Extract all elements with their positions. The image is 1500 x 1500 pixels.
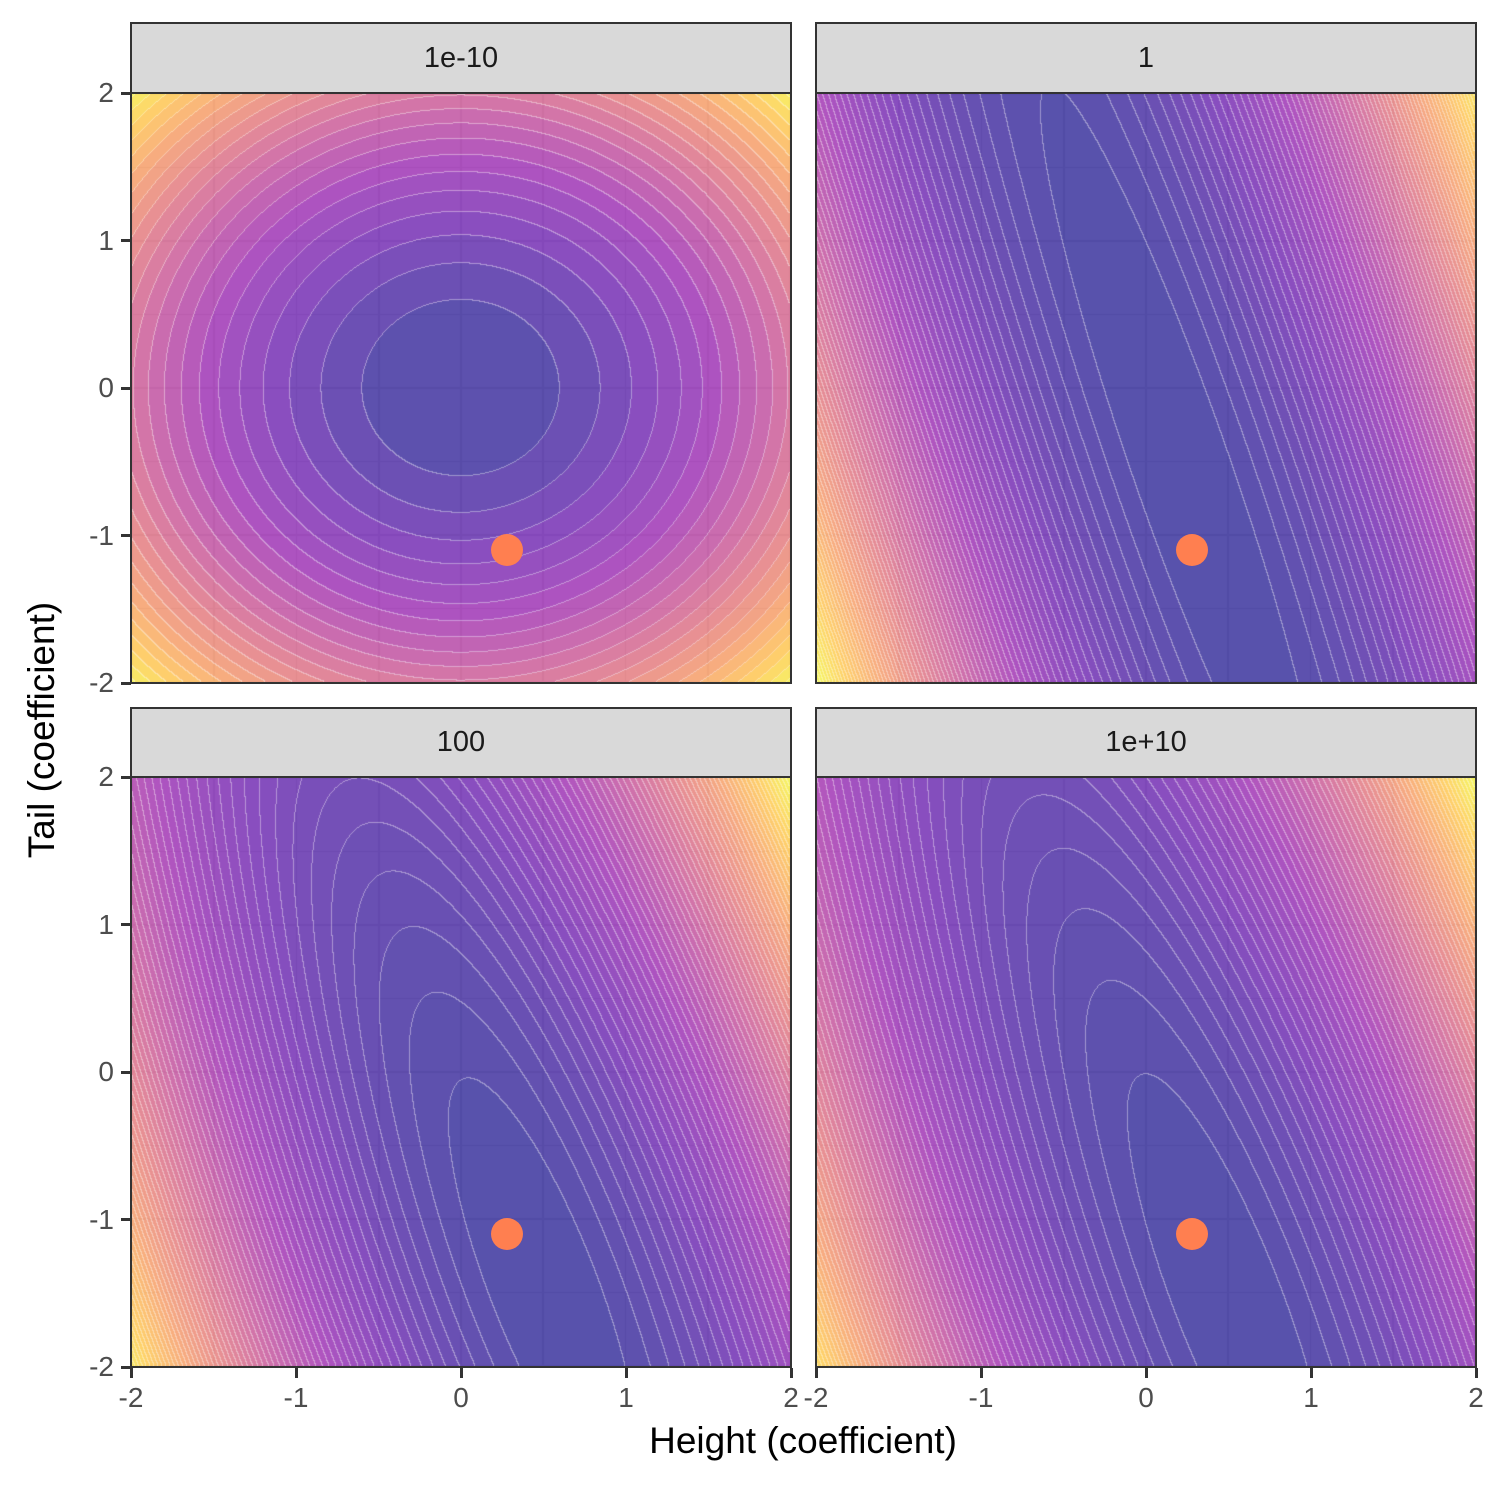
y-tick bbox=[121, 534, 131, 537]
estimate-point bbox=[491, 1217, 524, 1250]
x-tick-label: -2 bbox=[803, 1382, 829, 1413]
x-tick-label: -1 bbox=[968, 1382, 994, 1413]
y-axis-label: Tail (coefficient) bbox=[21, 601, 62, 859]
x-tick bbox=[789, 1368, 793, 1378]
contour-panel-4 bbox=[815, 776, 1477, 1368]
x-tick bbox=[1144, 1368, 1148, 1378]
y-tick-label: -1 bbox=[89, 519, 114, 551]
y-tick-label: 2 bbox=[98, 77, 114, 108]
facet-label: 1e+10 bbox=[1105, 726, 1187, 758]
y-tick-label: 1 bbox=[98, 224, 114, 256]
y-tick-label: 1 bbox=[98, 908, 114, 940]
x-tick bbox=[129, 1368, 133, 1378]
y-tick bbox=[121, 1218, 131, 1221]
x-tick-label: 1 bbox=[618, 1382, 634, 1413]
y-tick-label: -1 bbox=[89, 1203, 114, 1235]
x-tick bbox=[1309, 1368, 1313, 1378]
contour-fill bbox=[817, 94, 1475, 682]
x-tick-label: 1 bbox=[1303, 1382, 1319, 1413]
y-tick-label: -2 bbox=[89, 667, 114, 698]
contour-panel-2 bbox=[815, 92, 1477, 684]
facet-strip-3: 100 bbox=[130, 707, 792, 778]
contour-fill bbox=[132, 94, 790, 682]
y-tick bbox=[121, 775, 131, 779]
contour-panel-3 bbox=[130, 776, 792, 1368]
facet-strip-1: 1e-10 bbox=[130, 22, 792, 94]
y-tick-label: 0 bbox=[98, 1056, 114, 1087]
facet-label: 1 bbox=[1137, 41, 1155, 74]
estimate-point bbox=[1176, 1217, 1209, 1250]
x-tick-label: 0 bbox=[453, 1382, 469, 1413]
y-tick-label: 0 bbox=[98, 372, 114, 403]
x-tick-label: -1 bbox=[283, 1382, 309, 1413]
x-tick bbox=[459, 1368, 463, 1378]
x-tick bbox=[624, 1368, 628, 1378]
facet-label: 100 bbox=[436, 726, 486, 758]
estimate-point bbox=[491, 533, 524, 566]
x-tick-label: 2 bbox=[1468, 1382, 1484, 1413]
y-tick bbox=[121, 681, 131, 685]
x-tick bbox=[294, 1368, 298, 1378]
x-tick-label: -2 bbox=[118, 1382, 144, 1413]
facet-label: 1e-10 bbox=[423, 41, 499, 74]
x-tick-label: 2 bbox=[783, 1382, 799, 1413]
estimate-point bbox=[1176, 533, 1209, 566]
y-tick bbox=[121, 386, 131, 390]
contour-panel-1 bbox=[130, 92, 792, 684]
y-tick bbox=[121, 1070, 131, 1074]
x-axis-label: Height (coefficient) bbox=[649, 1420, 957, 1461]
y-tick bbox=[121, 239, 131, 242]
x-tick bbox=[814, 1368, 818, 1378]
y-tick bbox=[121, 923, 131, 926]
y-tick-label: -2 bbox=[89, 1351, 114, 1382]
x-tick bbox=[979, 1368, 983, 1378]
facet-strip-4: 1e+10 bbox=[815, 707, 1477, 778]
x-tick-label: 0 bbox=[1138, 1382, 1154, 1413]
y-tick-label: 2 bbox=[98, 761, 114, 792]
contour-fill bbox=[817, 778, 1475, 1366]
y-tick bbox=[121, 91, 131, 95]
contour-fill bbox=[132, 778, 790, 1366]
facet-strip-2: 1 bbox=[815, 22, 1477, 94]
x-tick bbox=[1474, 1368, 1478, 1378]
y-tick bbox=[121, 1365, 131, 1369]
